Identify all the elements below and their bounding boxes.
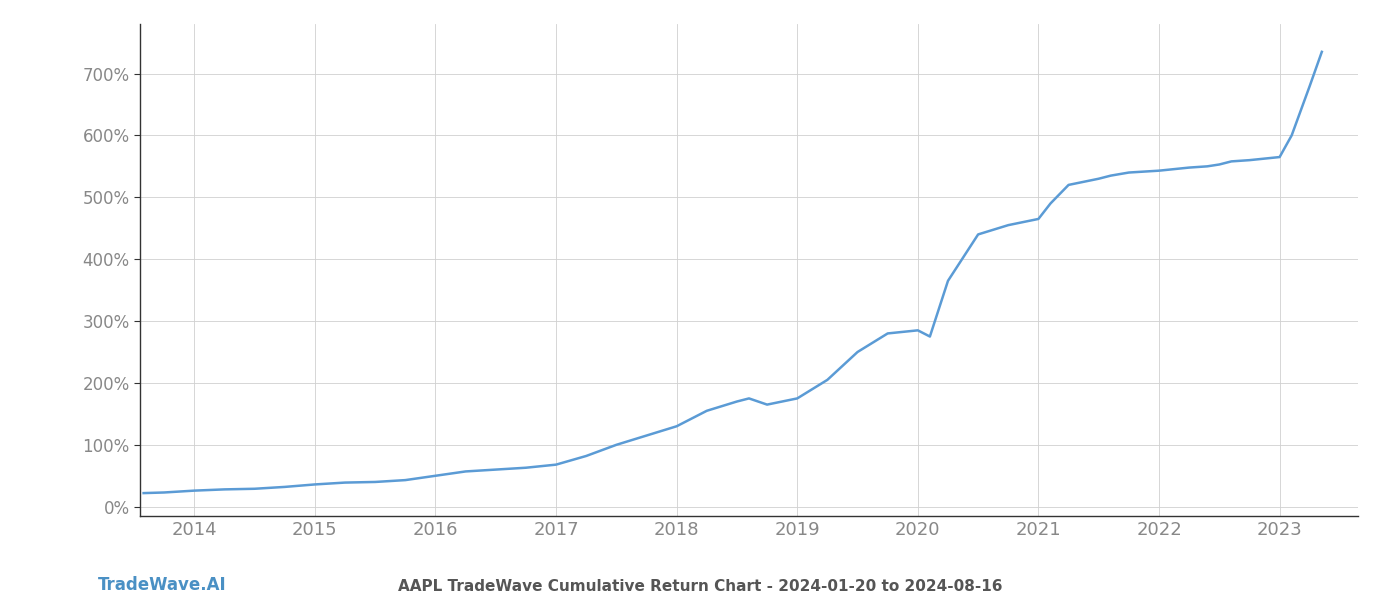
Text: TradeWave.AI: TradeWave.AI [98, 576, 227, 594]
Text: AAPL TradeWave Cumulative Return Chart - 2024-01-20 to 2024-08-16: AAPL TradeWave Cumulative Return Chart -… [398, 579, 1002, 594]
